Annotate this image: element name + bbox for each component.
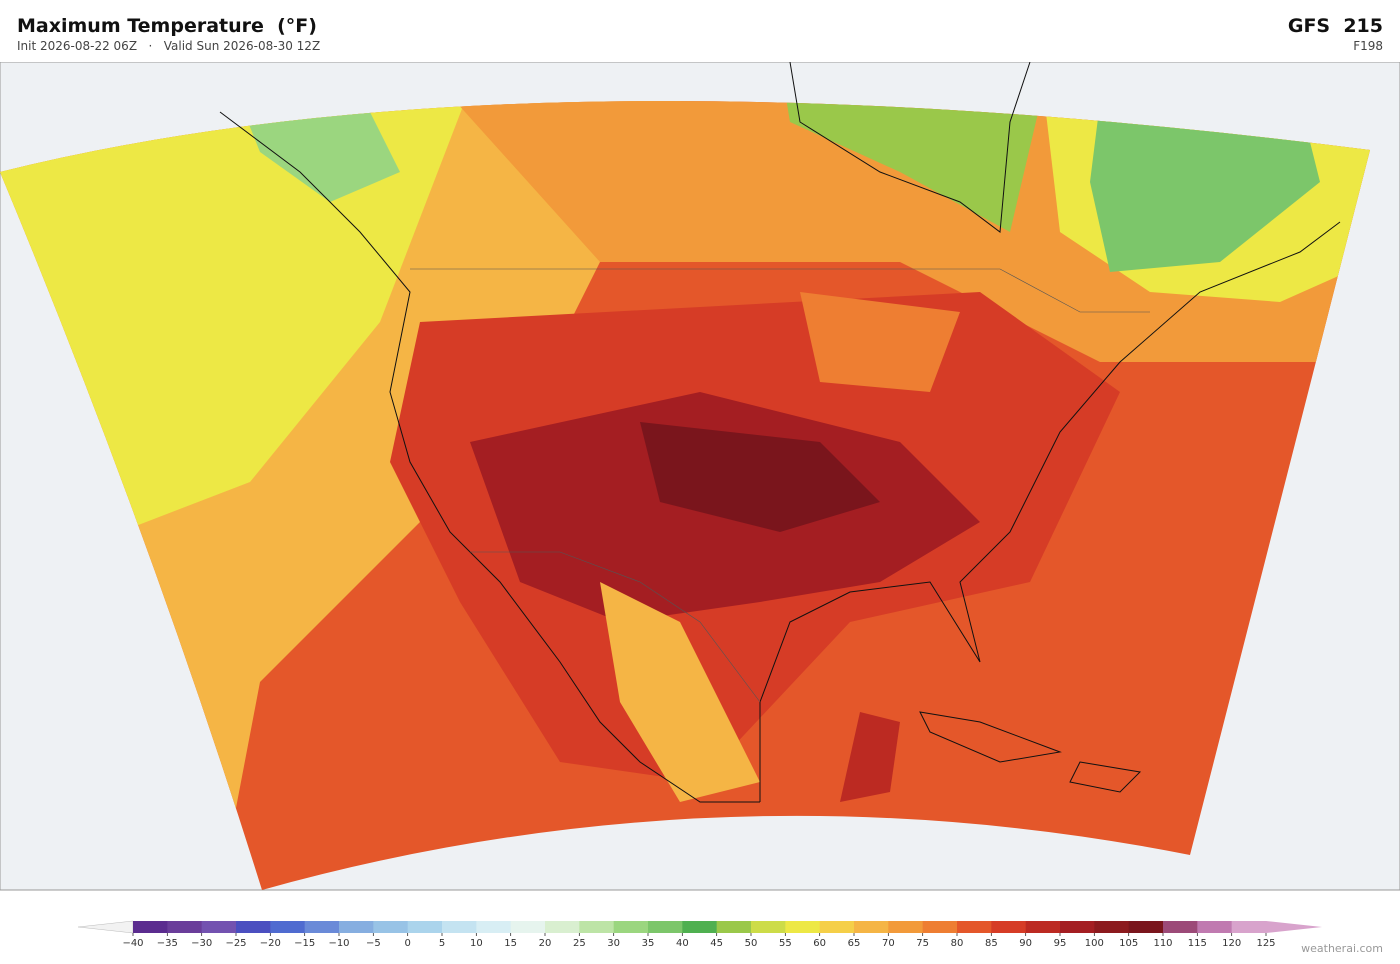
colorbar-under (77, 920, 134, 934)
colorbar-segment (922, 921, 958, 933)
colorbar-tick-label: 95 (1054, 938, 1067, 949)
colorbar-segment (407, 921, 443, 933)
colorbar-segment (201, 921, 237, 933)
colorbar-segment (167, 921, 203, 933)
colorbar-segment (476, 921, 512, 933)
colorbar-tick-label: 60 (813, 938, 826, 949)
colorbar-tick-label: 20 (539, 938, 552, 949)
colorbar-segment (545, 921, 580, 933)
colorbar-segment (751, 921, 786, 933)
colorbar-segment (133, 921, 168, 933)
colorbar-tick-label: 115 (1188, 938, 1207, 949)
colorbar-segment (1163, 921, 1198, 933)
map-subtitle: Init 2026-08-22 06Z · Valid Sun 2026-08-… (17, 39, 321, 53)
colorbar-segment (682, 921, 718, 933)
colorbar-tick-label: −5 (366, 938, 381, 949)
colorbar-segment (648, 921, 683, 933)
colorbar-tick-label: 90 (1019, 938, 1032, 949)
colorbar-segment (1025, 921, 1061, 933)
colorbar-tick-label: 75 (916, 938, 929, 949)
colorbar-tick-label: 40 (676, 938, 689, 949)
colorbar-segment (442, 921, 477, 933)
colorbar-segment (613, 921, 649, 933)
colorbar-segment (785, 921, 821, 933)
colorbar-tick-label: 120 (1222, 938, 1241, 949)
colorbar-segment (957, 921, 992, 933)
colorbar: −40 −35 −30 −25 −20 −15 −10 −5 0 5 10 15 20 25 30 35 40 4… (77, 920, 1322, 949)
colorbar-tick-label: 65 (848, 938, 861, 949)
colorbar-tick-label: −40 (122, 938, 143, 949)
colorbar-tick-label: −20 (260, 938, 281, 949)
colorbar-segment (304, 921, 340, 933)
colorbar-over (1266, 921, 1322, 933)
colorbar-tick-label: 15 (504, 938, 517, 949)
map (0, 62, 1400, 891)
colorbar-segment (579, 921, 615, 933)
colorbar-segment (510, 921, 546, 933)
colorbar-tick-label: 45 (710, 938, 723, 949)
colorbar-tick-label: 5 (439, 938, 445, 949)
colorbar-tick-label: −10 (328, 938, 349, 949)
colorbar-tick-label: −35 (157, 938, 178, 949)
colorbar-tick-label: −25 (225, 938, 246, 949)
colorbar-tick-label: 70 (882, 938, 895, 949)
colorbar-segment (991, 921, 1027, 933)
colorbar-tick-label: 100 (1085, 938, 1104, 949)
colorbar-segment (270, 921, 306, 933)
model-label: GFS 215 (1287, 15, 1383, 37)
borders (410, 268, 1150, 703)
colorbar-tick-label: 105 (1119, 938, 1138, 949)
colorbar-tick-label: 0 (404, 938, 410, 949)
colorbar-tick-label: 125 (1256, 938, 1275, 949)
colorbar-segment (373, 921, 409, 933)
colorbar-segment (339, 921, 374, 933)
colorbar-tick-label: −30 (191, 938, 212, 949)
colorbar-segment (854, 921, 889, 933)
colorbar-segment (888, 921, 924, 933)
colorbar-segment (1094, 921, 1130, 933)
colorbar-tick-label: 80 (951, 938, 964, 949)
colorbar-tick-label: 25 (573, 938, 586, 949)
colorbar-tick-label: 30 (607, 938, 620, 949)
colorbar-segment (716, 921, 752, 933)
forecast-hour: F198 (1353, 39, 1383, 53)
colorbar-segment (1128, 921, 1164, 933)
colorbar-segment (1231, 921, 1267, 933)
coastlines (219, 62, 1341, 803)
colorbar-tick-label: 10 (470, 938, 483, 949)
colorbar-tick-label: 110 (1153, 938, 1172, 949)
colorbar-segment (1197, 921, 1233, 933)
colorbar-tick-label: −15 (294, 938, 315, 949)
colorbar-segment (819, 921, 855, 933)
map-title: Maximum Temperature (°F) (17, 15, 317, 37)
colorbar-tick-label: 35 (642, 938, 655, 949)
colorbar-tick-label: 50 (745, 938, 758, 949)
colorbar-segment (236, 921, 271, 933)
colorbar-segment (1060, 921, 1095, 933)
colorbar-tick-label: 55 (779, 938, 792, 949)
colorbar-tick-label: 85 (985, 938, 998, 949)
credit: weatherai.com (1301, 942, 1383, 955)
